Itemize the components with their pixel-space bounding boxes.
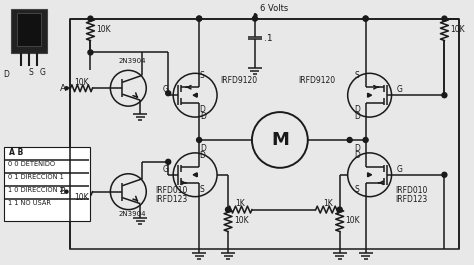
Text: 10K: 10K [450, 25, 465, 34]
Text: 1 0 DIRECCIÓN 2: 1 0 DIRECCIÓN 2 [8, 186, 64, 193]
Circle shape [88, 16, 93, 21]
Text: 6 Volts: 6 Volts [260, 4, 288, 13]
Text: 1 1 NO USAR: 1 1 NO USAR [8, 200, 51, 206]
Text: D: D [354, 112, 360, 121]
Text: G: G [40, 68, 46, 77]
Circle shape [65, 87, 68, 90]
Text: 10K: 10K [74, 78, 89, 87]
Text: 2N3904: 2N3904 [118, 211, 146, 217]
Text: A B: A B [9, 148, 23, 157]
Circle shape [363, 16, 368, 21]
Text: 10K: 10K [74, 193, 89, 202]
Circle shape [65, 190, 68, 193]
Text: S: S [355, 71, 360, 80]
Circle shape [442, 172, 447, 177]
Text: 1K: 1K [323, 199, 333, 208]
Circle shape [442, 93, 447, 98]
Text: 10K: 10K [96, 25, 111, 34]
Circle shape [347, 138, 352, 143]
Polygon shape [368, 173, 372, 177]
Text: D: D [4, 70, 9, 79]
Circle shape [442, 16, 447, 21]
Text: S: S [199, 185, 204, 194]
FancyBboxPatch shape [17, 13, 41, 46]
Text: S: S [28, 68, 33, 77]
Text: D: D [200, 112, 206, 121]
FancyBboxPatch shape [11, 9, 46, 54]
Text: IRFD123: IRFD123 [395, 195, 428, 204]
Text: G: G [162, 165, 168, 174]
Circle shape [166, 91, 171, 96]
Text: S: S [199, 71, 204, 80]
Text: G: G [397, 165, 402, 174]
Text: S: S [355, 185, 360, 194]
Text: IRFD9120: IRFD9120 [298, 76, 335, 85]
Text: G: G [397, 85, 402, 94]
Text: 10K: 10K [234, 216, 249, 225]
Text: D: D [354, 105, 360, 114]
Text: M: M [271, 131, 289, 149]
Text: IRFD9120: IRFD9120 [220, 76, 257, 85]
Text: D: D [354, 151, 360, 160]
Text: 2N3904: 2N3904 [118, 58, 146, 64]
Polygon shape [368, 93, 372, 97]
Text: A: A [59, 84, 65, 93]
Text: 0 1 DIRECCIÓN 1: 0 1 DIRECCIÓN 1 [8, 173, 64, 180]
Circle shape [253, 16, 257, 21]
Circle shape [337, 207, 342, 212]
Text: IRFD010: IRFD010 [155, 186, 188, 195]
Circle shape [197, 138, 201, 143]
Polygon shape [193, 93, 197, 97]
FancyBboxPatch shape [4, 147, 91, 220]
Circle shape [363, 138, 368, 143]
Text: IRFD123: IRFD123 [155, 195, 188, 204]
Text: 0 0 DETENIDO: 0 0 DETENIDO [8, 161, 55, 167]
Text: 1K: 1K [235, 199, 245, 208]
Text: D: D [200, 144, 206, 153]
Circle shape [197, 16, 201, 21]
Text: B: B [59, 187, 65, 196]
Text: G: G [162, 85, 168, 94]
Circle shape [166, 159, 171, 164]
Circle shape [197, 16, 201, 21]
Polygon shape [193, 173, 197, 177]
Text: .1: .1 [264, 34, 273, 43]
Text: D: D [199, 105, 205, 114]
Text: D: D [199, 151, 205, 160]
Circle shape [226, 207, 230, 212]
Text: D: D [354, 144, 360, 153]
Circle shape [88, 50, 93, 55]
Text: IRFD010: IRFD010 [395, 186, 428, 195]
Text: 10K: 10K [346, 216, 360, 225]
Circle shape [363, 16, 368, 21]
